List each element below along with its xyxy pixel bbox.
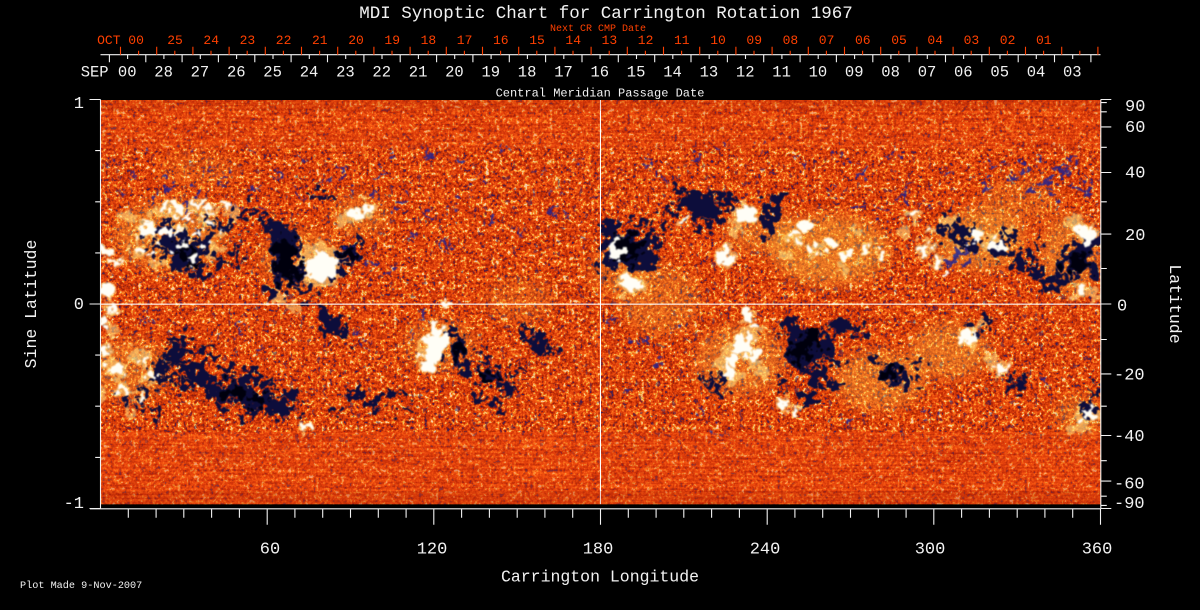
svg-text:06: 06	[855, 33, 871, 48]
svg-text:10: 10	[809, 64, 828, 82]
svg-text:240: 240	[750, 541, 781, 560]
svg-text:24: 24	[300, 64, 319, 82]
svg-text:12: 12	[736, 64, 755, 82]
svg-text:-40: -40	[1114, 428, 1145, 447]
svg-text:19: 19	[481, 64, 500, 82]
svg-text:15: 15	[627, 64, 646, 82]
svg-text:24: 24	[203, 33, 219, 48]
svg-text:03: 03	[1063, 64, 1082, 82]
svg-text:13: 13	[602, 33, 618, 48]
svg-text:04: 04	[1027, 64, 1046, 82]
svg-text:22: 22	[372, 64, 391, 82]
svg-text:14: 14	[663, 64, 682, 82]
svg-text:20: 20	[445, 64, 464, 82]
svg-text:19: 19	[384, 33, 400, 48]
svg-text:MDI Synoptic Chart for Carring: MDI Synoptic Chart for Carrington Rotati…	[359, 4, 853, 24]
svg-text:23: 23	[240, 33, 256, 48]
svg-text:60: 60	[1125, 119, 1145, 138]
svg-text:-20: -20	[1114, 367, 1145, 386]
svg-text:-60: -60	[1114, 476, 1145, 495]
svg-text:20: 20	[348, 33, 364, 48]
svg-text:10: 10	[710, 33, 726, 48]
svg-text:11: 11	[772, 64, 791, 82]
svg-text:90: 90	[1125, 98, 1145, 117]
svg-text:120: 120	[417, 541, 448, 560]
svg-text:03: 03	[964, 33, 980, 48]
svg-text:Next CR CMP Date: Next CR CMP Date	[550, 24, 646, 35]
svg-text:300: 300	[915, 541, 946, 560]
svg-text:Plot Made 9-Nov-2007: Plot Made 9-Nov-2007	[20, 580, 142, 592]
svg-text:05: 05	[891, 33, 907, 48]
svg-text:05: 05	[990, 64, 1009, 82]
svg-text:02: 02	[1000, 33, 1016, 48]
svg-text:09: 09	[845, 64, 864, 82]
svg-text:16: 16	[493, 33, 509, 48]
svg-text:21: 21	[312, 33, 328, 48]
svg-text:26: 26	[227, 64, 246, 82]
svg-text:0: 0	[1117, 298, 1127, 317]
svg-text:14: 14	[565, 33, 581, 48]
svg-text:Carrington Longitude: Carrington Longitude	[501, 568, 699, 587]
svg-text:OCT 00: OCT 00	[97, 33, 144, 48]
svg-text:Latitude: Latitude	[1165, 264, 1184, 343]
svg-text:08: 08	[783, 33, 799, 48]
svg-text:Central Meridian Passage Date: Central Meridian Passage Date	[496, 87, 705, 101]
svg-text:18: 18	[421, 33, 437, 48]
svg-text:Sine Latitude: Sine Latitude	[22, 240, 41, 369]
svg-text:08: 08	[881, 64, 900, 82]
svg-text:20: 20	[1125, 227, 1145, 246]
svg-text:01: 01	[1036, 33, 1052, 48]
svg-text:27: 27	[191, 64, 210, 82]
svg-text:28: 28	[154, 64, 173, 82]
svg-text:16: 16	[590, 64, 609, 82]
svg-text:360: 360	[1082, 541, 1113, 560]
svg-text:06: 06	[954, 64, 973, 82]
svg-text:25: 25	[263, 64, 282, 82]
svg-text:180: 180	[583, 541, 614, 560]
svg-text:11: 11	[674, 33, 690, 48]
svg-text:21: 21	[409, 64, 428, 82]
svg-text:13: 13	[700, 64, 719, 82]
svg-text:SEP 00: SEP 00	[81, 64, 137, 82]
svg-text:25: 25	[167, 33, 183, 48]
svg-text:18: 18	[518, 64, 537, 82]
svg-text:09: 09	[746, 33, 762, 48]
svg-text:17: 17	[554, 64, 573, 82]
svg-text:07: 07	[819, 33, 835, 48]
svg-text:-1: -1	[64, 495, 84, 514]
svg-text:15: 15	[529, 33, 545, 48]
svg-text:23: 23	[336, 64, 355, 82]
svg-text:60: 60	[260, 541, 280, 560]
svg-text:-90: -90	[1114, 495, 1145, 514]
svg-text:12: 12	[638, 33, 654, 48]
svg-text:07: 07	[918, 64, 937, 82]
svg-text:40: 40	[1125, 165, 1145, 184]
svg-text:04: 04	[927, 33, 943, 48]
svg-text:0: 0	[74, 296, 84, 315]
svg-text:22: 22	[276, 33, 292, 48]
svg-text:1: 1	[74, 95, 84, 114]
svg-text:17: 17	[457, 33, 473, 48]
